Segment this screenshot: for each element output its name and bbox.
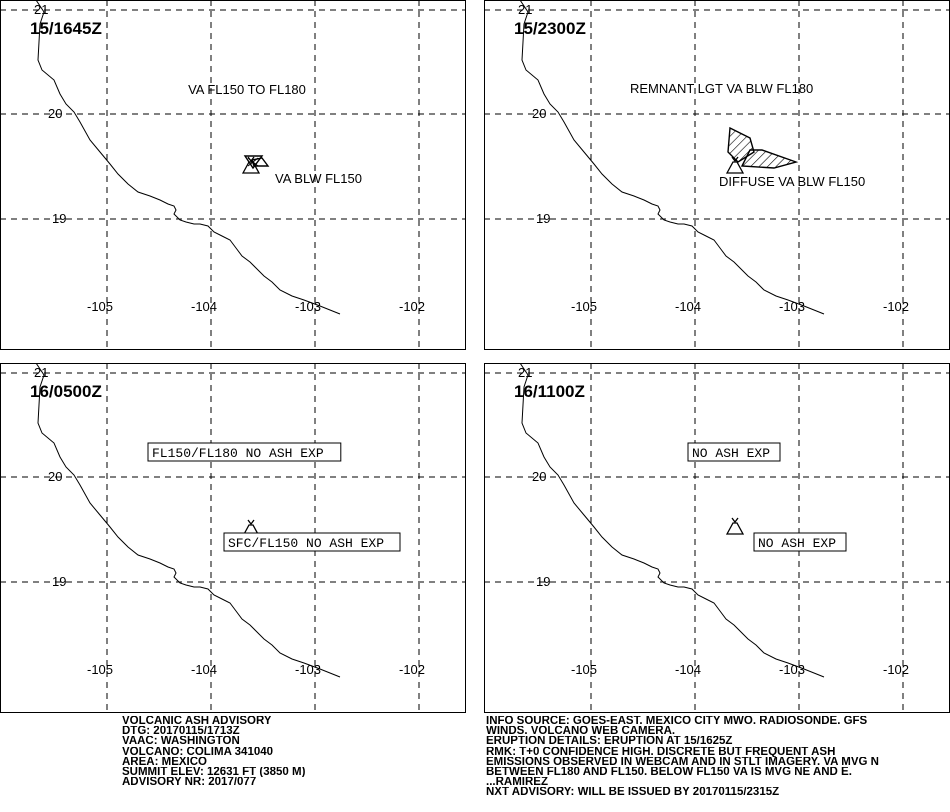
advisory-line: ...RAMIREZ [486, 777, 548, 788]
longitude-label: -105 [87, 662, 113, 677]
advisory-remarks: INFO SOURCE: GOES-EAST. MEXICO CITY MWO.… [486, 716, 948, 798]
latitude-label: 19 [536, 574, 550, 589]
latitude-label: 20 [48, 469, 62, 484]
forecast-panel-t12: 21 20 19 -105 -104 -103 -102 16/0500Z FL150/FL18… [0, 363, 466, 713]
coastline [35, 363, 341, 678]
longitude-label: -103 [779, 299, 805, 314]
coastline [519, 363, 825, 678]
ash-cloud-polygon [243, 155, 270, 170]
longitude-label: -102 [883, 662, 909, 677]
advisory-line: VAAC: WASHINGTON [122, 736, 240, 747]
latitude-label: 21 [34, 2, 48, 17]
forecast-panel-t6: 21 20 19 -105 -104 -103 -102 15/2300Z REMNANT LG… [484, 0, 950, 350]
latitude-label: 19 [52, 574, 66, 589]
longitude-label: -102 [883, 299, 909, 314]
advisory-line: VOLCANO: COLIMA 341040 [122, 746, 274, 757]
volcano-icon [725, 517, 745, 535]
forecast-label: VA FL150 TO FL180 [188, 82, 306, 97]
advisory-summary: VOLCANIC ASH ADVISORY DTG: 20170115/1713Z… [122, 716, 305, 787]
map-svg: 21 20 19 -105 -104 -103 -102 16/0500Z FL150/FL18… [0, 363, 466, 713]
forecast-label: SFC/FL150 NO ASH EXP [228, 536, 384, 551]
forecast-time-label: 15/2300Z [514, 19, 586, 38]
latitude-label: 21 [518, 365, 532, 380]
longitude-label: -105 [571, 662, 597, 677]
forecast-time-label: 16/0500Z [30, 382, 102, 401]
forecast-label: NO ASH EXP [758, 536, 836, 551]
forecast-label: VA BLW FL150 [275, 171, 362, 186]
advisory-line: DTG: 20170115/1713Z [122, 726, 240, 737]
forecast-label-box [753, 532, 847, 552]
longitude-label: -105 [87, 299, 113, 314]
longitude-label: -103 [295, 299, 321, 314]
forecast-label: REMNANT LGT VA BLW FL180 [630, 81, 813, 96]
map-svg: 21 20 19 -105 -104 -103 -102 16/1100Z NO ASH EXP… [484, 363, 950, 713]
forecast-time-label: 16/1100Z [514, 382, 585, 401]
coastline [35, 0, 341, 315]
longitude-label: -103 [779, 662, 805, 677]
longitude-label: -104 [675, 662, 701, 677]
advisory-line: ADVISORY NR: 2017/077 [122, 777, 257, 788]
latitude-label: 20 [532, 469, 546, 484]
latitude-label: 19 [536, 211, 550, 226]
advisory-line: ERUPTION DETAILS: ERUPTION AT 15/1625Z [486, 736, 733, 747]
advisory-line: VOLCANIC ASH ADVISORY [122, 716, 272, 727]
advisory-line: INFO SOURCE: GOES-EAST. MEXICO CITY MWO.… [486, 716, 868, 727]
forecast-panel-t18: 21 20 19 -105 -104 -103 -102 16/1100Z NO ASH EXP… [484, 363, 950, 713]
forecast-label-box [147, 442, 342, 462]
forecast-label-box [687, 442, 781, 462]
latitude-label: 21 [34, 365, 48, 380]
map-frame [484, 0, 950, 350]
latitude-label: 19 [52, 211, 66, 226]
forecast-label: NO ASH EXP [692, 446, 770, 461]
longitude-label: -104 [191, 299, 217, 314]
latitude-label: 20 [532, 106, 546, 121]
advisory-line: WINDS. VOLCANO WEB CAMERA. [486, 726, 676, 737]
forecast-label-box [223, 532, 401, 552]
latitude-label: 21 [518, 2, 532, 17]
map-svg: 21 20 19 -105 -104 -103 -102 15/2300Z REMNANT LG… [484, 0, 950, 350]
coastline [519, 0, 825, 315]
map-frame [0, 0, 466, 350]
advisory-line: BETWEEN FL180 AND FL150. BELOW FL150 VA … [486, 766, 852, 778]
advisory-line: EMISSIONS OBSERVED IN WEBCAM AND IN STLT… [486, 756, 879, 767]
map-frame [484, 363, 950, 713]
forecast-label: DIFFUSE VA BLW FL150 [719, 174, 865, 189]
latitude-label: 20 [48, 106, 62, 121]
longitude-label: -104 [191, 662, 217, 677]
longitude-label: -102 [399, 662, 425, 677]
longitude-label: -105 [571, 299, 597, 314]
forecast-panel-t0: 21 20 19 -105 -104 -103 -102 15/1645Z VA FL150 T… [0, 0, 466, 350]
advisory-line: SUMMIT ELEV: 12631 FT (3850 M) [122, 766, 306, 778]
longitude-label: -102 [399, 299, 425, 314]
forecast-label: FL150/FL180 NO ASH EXP [152, 446, 324, 461]
advisory-line: RMK: T+0 CONFIDENCE HIGH. DISCRETE BUT F… [486, 746, 836, 757]
ash-cloud-polygon [727, 126, 799, 169]
longitude-label: -104 [675, 299, 701, 314]
longitude-label: -103 [295, 662, 321, 677]
advisory-line: AREA: MEXICO [122, 756, 207, 767]
map-svg: 21 20 19 -105 -104 -103 -102 15/1645Z VA FL150 T… [0, 0, 466, 350]
forecast-time-label: 15/1645Z [30, 19, 102, 38]
advisory-line: NXT ADVISORY: WILL BE ISSUED BY 20170115… [486, 787, 780, 798]
